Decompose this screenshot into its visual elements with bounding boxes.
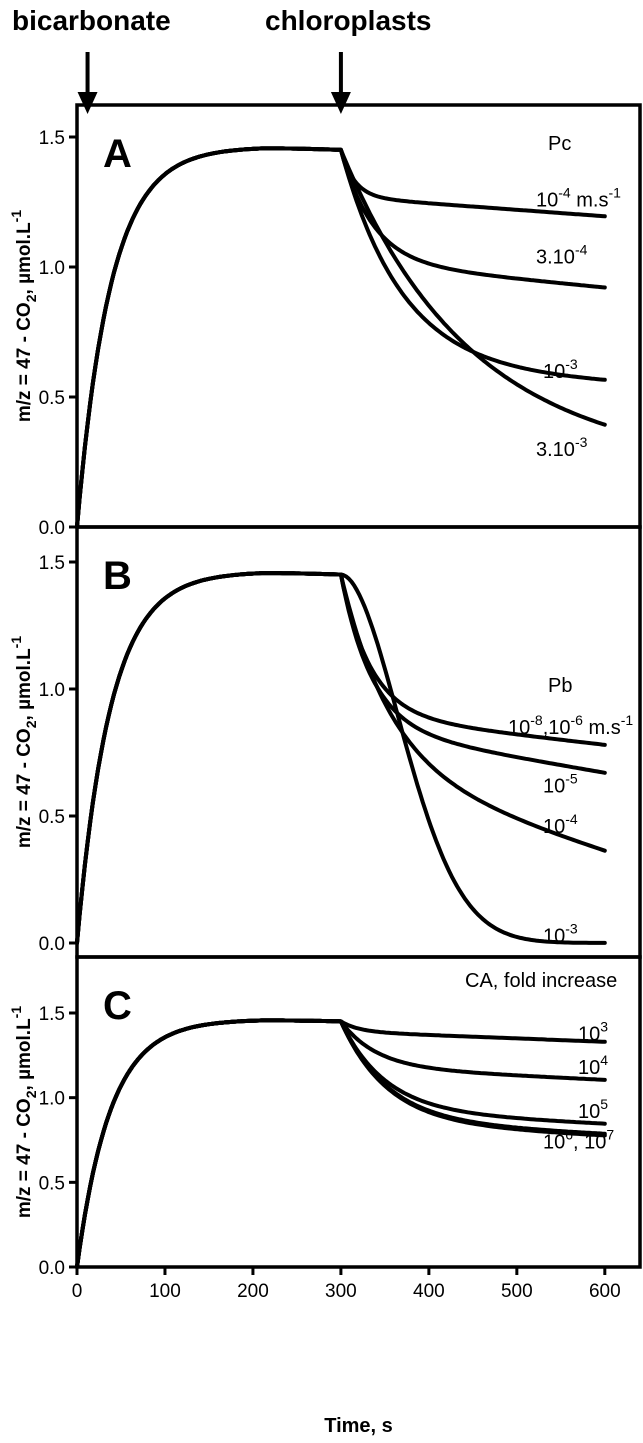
- y-tick-label: 1.0: [39, 680, 65, 701]
- series-line: [75, 1018, 607, 1269]
- series-label: 105​: [578, 1096, 608, 1123]
- series-label: 10-5​: [543, 771, 578, 798]
- series-line: [75, 571, 607, 945]
- y-tick-label: 1.0: [39, 1089, 65, 1110]
- series-line: [75, 1018, 607, 1269]
- series-label: 10-3​: [543, 920, 578, 947]
- y-tick-label: 1.5: [39, 1004, 65, 1025]
- series-line: [75, 146, 607, 529]
- series-label: 3.10-3​: [536, 434, 588, 461]
- panel-letter: A: [103, 132, 132, 176]
- legend-title: Pc: [548, 133, 571, 155]
- y-tick-label: 0.0: [39, 934, 65, 955]
- series-label: 10-4​: [543, 811, 578, 838]
- panel-b-ylabel: m/z = 47 - CO2, µmol.L-1​: [8, 636, 39, 848]
- panel-letter: B: [103, 554, 132, 598]
- y-tick-label: 1.0: [39, 258, 65, 279]
- chloroplasts-label: chloroplasts: [265, 5, 431, 36]
- y-tick-label: 0.5: [39, 1173, 65, 1194]
- panel-a-frame: [75, 103, 642, 529]
- x-tick-label: 0: [72, 1281, 83, 1302]
- series-line: [75, 146, 607, 529]
- legend-title: CA, fold increase: [465, 970, 617, 992]
- series-line: [75, 1018, 607, 1269]
- series-label: 104​: [578, 1052, 608, 1079]
- panel-c: 0.0 0.5 1.0 1.5m/z = 47 - CO2, µmol.L-1​ C CA…: [8, 955, 642, 1279]
- x-axis-label: Time, s: [324, 1415, 393, 1437]
- panel-b: 0.0 0.5 1.0 1.5 m/z = 47 - CO2, µmol.L-1​ B Pb: [8, 525, 642, 959]
- series-line: [75, 146, 607, 529]
- series-label: 10-3​: [543, 356, 578, 383]
- x-tick-label: 500: [501, 1281, 533, 1302]
- x-tick-label: 600: [589, 1281, 621, 1302]
- panel-a: 0.0 0.5 1.0 1.5 m/z = 47 - CO2, µmol.L-1​ A Pc: [8, 103, 642, 539]
- x-tick-label: 400: [413, 1281, 445, 1302]
- series-line: [75, 571, 607, 945]
- series-label: 10-8​,10-6​ m.s-1​: [508, 712, 633, 739]
- series-line: [75, 1018, 607, 1269]
- series-label: 103​: [578, 1018, 608, 1045]
- chloroplasts-arrowhead: [330, 92, 351, 114]
- panel-a-ylabel: m/z = 47 - CO2, µmol.L-1​: [8, 210, 39, 422]
- legend-title: Pb: [548, 675, 572, 697]
- y-tick-label: 0.5: [39, 807, 65, 828]
- series-label: 3.10-4​: [536, 242, 588, 269]
- x-tick-label: 100: [149, 1281, 181, 1302]
- series-label: 106​, 107​: [543, 1127, 614, 1154]
- series-label: 10-4​ m.s-1​: [536, 184, 621, 211]
- x-tick-label: 200: [237, 1281, 269, 1302]
- y-tick-label: 0.0: [39, 518, 65, 539]
- series-line: [75, 1018, 607, 1269]
- series-line: [75, 146, 607, 529]
- panel-c-frame: [75, 955, 642, 1269]
- y-tick-label: 0.5: [39, 388, 65, 409]
- bicarbonate-arrowhead: [77, 92, 98, 114]
- bicarbonate-label: bicarbonate: [12, 5, 171, 36]
- x-tick-label: 300: [325, 1281, 357, 1302]
- y-tick-label: 1.5: [39, 128, 65, 149]
- panel-letter: C: [103, 984, 132, 1028]
- y-tick-label: 1.5: [39, 553, 65, 574]
- y-tick-label: 0.0: [39, 1258, 65, 1279]
- panel-c-ylabel: m/z = 47 - CO2, µmol.L-1​: [8, 1006, 39, 1218]
